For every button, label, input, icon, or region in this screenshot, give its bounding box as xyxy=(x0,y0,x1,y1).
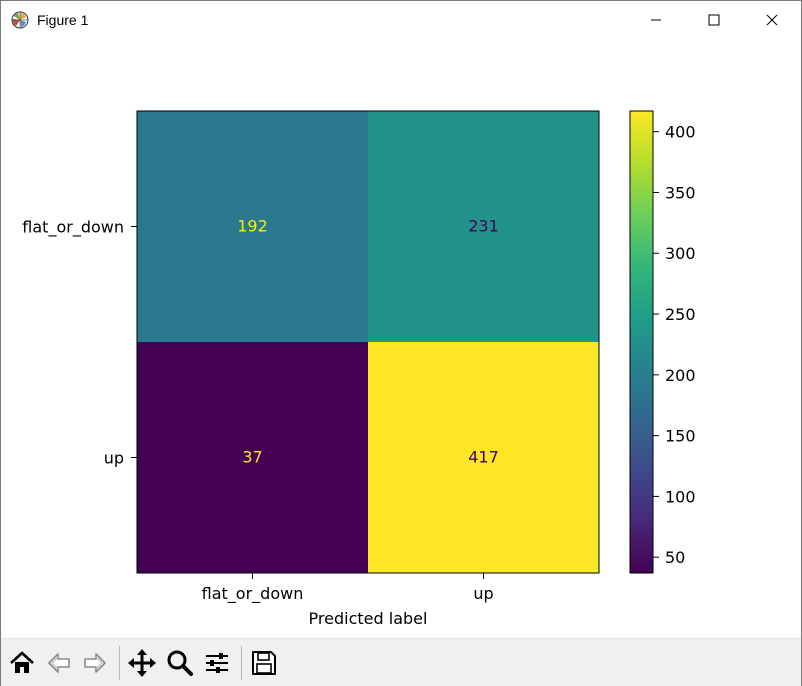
heatmap-cell xyxy=(137,111,368,342)
pan-button[interactable] xyxy=(126,647,158,679)
title-bar[interactable]: Figure 1 xyxy=(1,1,801,39)
colorbar xyxy=(629,110,654,574)
save-button[interactable] xyxy=(248,647,280,679)
colorbar-tick-label: 350 xyxy=(665,183,696,202)
colorbar-tick-label: 100 xyxy=(665,487,696,506)
forward-button[interactable] xyxy=(79,647,111,679)
home-button[interactable] xyxy=(6,647,38,679)
zoom-icon xyxy=(167,650,193,676)
maximize-icon xyxy=(708,14,720,26)
maximize-button[interactable] xyxy=(691,1,737,39)
back-arrow-icon xyxy=(48,653,70,673)
toolbar-separator xyxy=(241,646,242,680)
forward-arrow-icon xyxy=(84,653,106,673)
zoom-button[interactable] xyxy=(164,647,196,679)
figure-canvas[interactable]: 192 231 37 417 flat_or_down up flat_or_down up P… xyxy=(1,39,801,637)
cell-value-label: 231 xyxy=(468,217,499,236)
save-icon xyxy=(252,651,276,675)
colorbar-tick-label: 300 xyxy=(665,244,696,263)
y-tick-label: up xyxy=(104,449,124,468)
colorbar-tick-label: 400 xyxy=(665,123,696,142)
minimize-button[interactable] xyxy=(633,1,679,39)
x-tick-label: up xyxy=(473,584,493,603)
home-icon xyxy=(10,651,34,673)
subplots-config-icon xyxy=(206,653,228,673)
cell-value-label: 417 xyxy=(468,448,499,467)
minimize-icon xyxy=(651,19,661,21)
colorbar-tick-label: 200 xyxy=(665,366,696,385)
cell-value-label: 37 xyxy=(242,448,262,467)
heatmap-cell xyxy=(137,342,368,573)
close-icon xyxy=(766,14,778,26)
close-button[interactable] xyxy=(749,1,795,39)
colorbar-tick-label: 50 xyxy=(665,548,685,567)
back-button[interactable] xyxy=(43,647,75,679)
y-tick-label: flat_or_down xyxy=(22,218,124,238)
x-axis-label: Predicted label xyxy=(309,609,428,628)
window-title: Figure 1 xyxy=(37,12,89,28)
configure-subplots-button[interactable] xyxy=(201,647,233,679)
colorbar-tick-label: 150 xyxy=(665,427,696,446)
colorbar-tick-label: 250 xyxy=(665,305,696,324)
heatmap-cell xyxy=(368,111,599,342)
matplotlib-logo-icon xyxy=(11,11,29,29)
heatmap-cell xyxy=(368,342,599,573)
cell-value-label: 192 xyxy=(237,217,268,236)
x-tick-label: flat_or_down xyxy=(202,584,304,604)
toolbar-separator xyxy=(119,646,120,680)
plot-frame xyxy=(136,110,600,574)
navigation-toolbar xyxy=(1,638,801,686)
pan-icon xyxy=(128,649,156,677)
